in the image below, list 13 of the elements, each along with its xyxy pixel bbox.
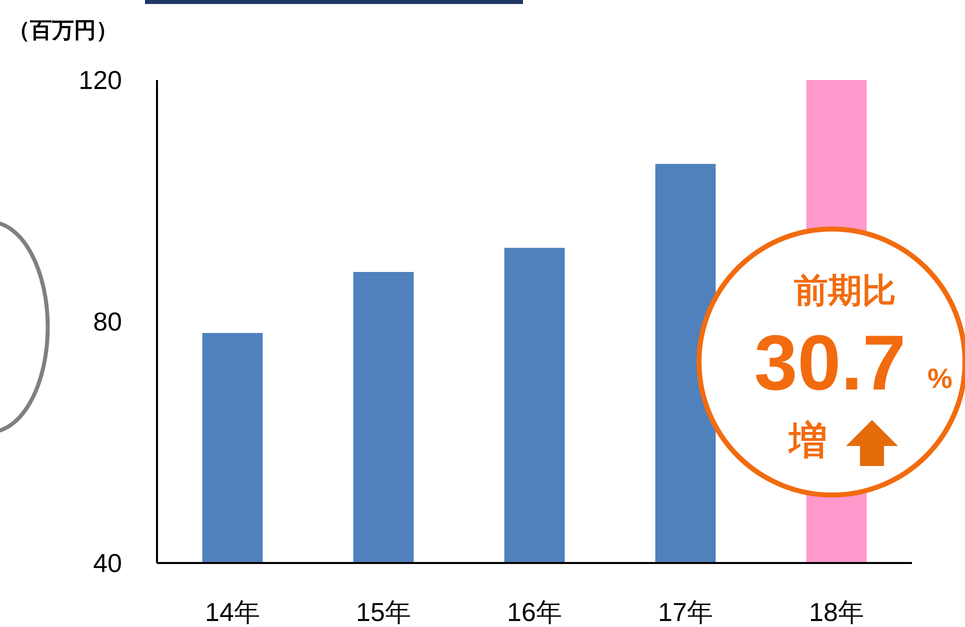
- y-tick-label: 120: [78, 65, 122, 96]
- x-tick-label: 15年: [356, 597, 411, 627]
- annotation: 増: [787, 419, 827, 462]
- x-tick-label: 17年: [658, 597, 713, 627]
- annotation: 前期比: [794, 272, 896, 310]
- annotation: 30.7: [754, 318, 906, 406]
- x-tick-label: 14年: [205, 597, 260, 627]
- y-axis-title: （百万円）: [8, 18, 118, 43]
- text: %: [928, 362, 953, 394]
- x-tick-label: 16年: [507, 597, 562, 627]
- x-tick-label: 18年: [809, 597, 864, 627]
- y-tick-label: 80: [93, 306, 122, 337]
- y-tick-label: 40: [93, 548, 122, 578]
